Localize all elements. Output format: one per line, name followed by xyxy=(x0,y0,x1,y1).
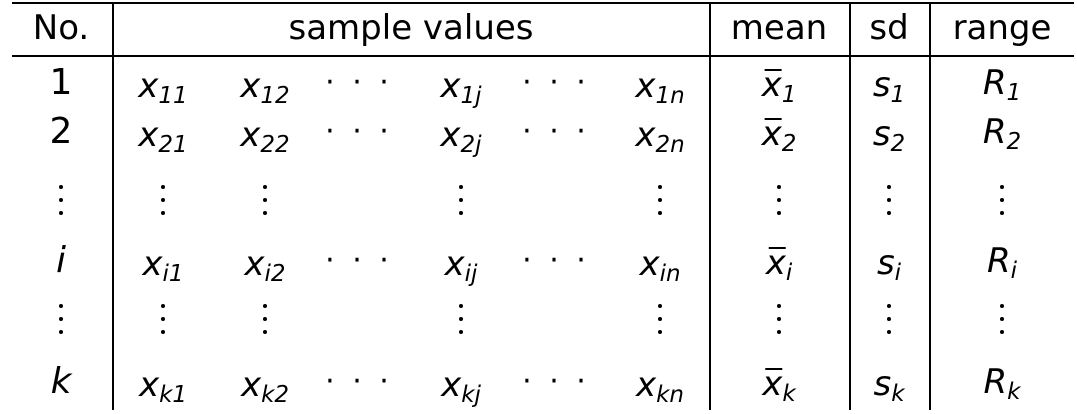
cdots: · · · xyxy=(522,114,590,149)
sample-value: x12 xyxy=(240,66,290,109)
vdots-value xyxy=(263,185,267,215)
header-sample-values: sample values xyxy=(288,8,534,48)
vdots-index xyxy=(59,185,63,215)
vdots-value xyxy=(658,185,662,215)
row-sd: s2 xyxy=(872,114,906,157)
row-mean: x1 xyxy=(761,65,797,108)
header-no: No. xyxy=(32,8,90,48)
row-range: R2 xyxy=(982,112,1022,155)
row-index: i xyxy=(55,240,67,281)
row-sd: sk xyxy=(873,364,905,407)
top-rule xyxy=(12,2,1074,4)
cdots: · · · xyxy=(325,114,393,149)
vdots-range xyxy=(1000,185,1004,215)
header-range: range xyxy=(952,8,1052,48)
sample-value: x2n xyxy=(635,115,685,158)
column-divider-mean xyxy=(849,4,851,410)
sample-value: xi2 xyxy=(244,244,286,287)
vdots-value xyxy=(658,304,662,334)
vdots-value xyxy=(161,304,165,334)
row-sd: s1 xyxy=(872,65,906,108)
vdots-value xyxy=(459,304,463,334)
sample-value: xij xyxy=(444,244,478,287)
sample-value: x21 xyxy=(138,115,188,158)
cdots: · · · xyxy=(325,243,393,278)
vdots-range xyxy=(1000,304,1004,334)
sample-value: xkj xyxy=(441,365,481,408)
sample-value: x1n xyxy=(635,66,685,109)
header-mean: mean xyxy=(730,8,828,48)
sample-value: x1j xyxy=(440,66,482,109)
cdots: · · · xyxy=(325,65,393,100)
vdots-mean xyxy=(777,304,781,334)
header-rule xyxy=(12,55,1074,57)
column-divider-sd xyxy=(929,4,931,410)
row-sd: si xyxy=(876,243,902,286)
cdots: · · · xyxy=(522,65,590,100)
sample-value: xk1 xyxy=(138,365,188,408)
vdots-sd xyxy=(887,304,891,334)
vdots-value xyxy=(161,185,165,215)
row-mean: xk xyxy=(762,364,796,407)
sample-value: xin xyxy=(639,244,681,287)
column-divider-samples xyxy=(709,4,711,410)
column-divider-no xyxy=(112,4,114,410)
vdots-mean xyxy=(777,185,781,215)
row-range: Rk xyxy=(983,362,1021,405)
sample-value: x22 xyxy=(240,115,290,158)
vdots-value xyxy=(263,304,267,334)
header-sd: sd xyxy=(869,8,909,48)
sample-value: xi1 xyxy=(142,244,184,287)
row-range: R1 xyxy=(982,63,1022,106)
vdots-sd xyxy=(887,185,891,215)
row-range: Ri xyxy=(986,241,1018,284)
cdots: · · · xyxy=(522,243,590,278)
sample-value: x11 xyxy=(138,66,188,109)
sample-value: x2j xyxy=(440,115,482,158)
sample-value: xkn xyxy=(635,365,685,408)
vdots-index xyxy=(59,304,63,334)
row-mean: xi xyxy=(765,243,793,286)
row-mean: x2 xyxy=(761,114,797,157)
vdots-value xyxy=(459,185,463,215)
cdots: · · · xyxy=(325,364,393,399)
cdots: · · · xyxy=(522,364,590,399)
row-index: 2 xyxy=(49,111,73,152)
row-index: k xyxy=(50,361,72,402)
sample-value: xk2 xyxy=(240,365,290,408)
row-index: 1 xyxy=(49,62,73,103)
